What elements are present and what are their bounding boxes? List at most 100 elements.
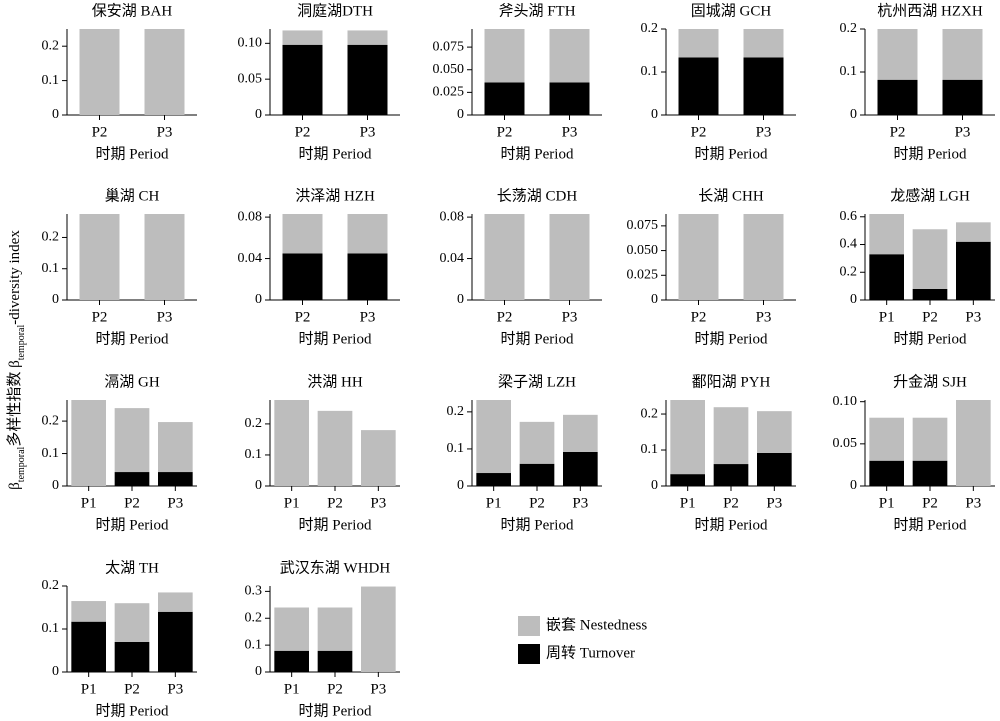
y-tick-label: 0.2 [42, 38, 60, 53]
y-tick-label: 0 [850, 478, 857, 493]
x-axis-label: 时期 Period [501, 330, 574, 347]
x-tick-label: P2 [327, 495, 343, 511]
y-tick-label: 0 [850, 107, 857, 122]
x-tick-label: P1 [81, 681, 97, 697]
x-tick-label: P2 [295, 124, 311, 140]
x-tick-label: P2 [922, 309, 938, 325]
bar-segment [317, 607, 353, 651]
x-tick-label: P3 [562, 124, 578, 140]
x-axis-label: 时期 Period [96, 702, 169, 719]
y-tick-label: 0.1 [42, 261, 60, 276]
y-tick-label: 0 [457, 107, 464, 122]
x-axis-label: 时期 Period [695, 330, 768, 347]
y-tick-label: 0.2 [245, 610, 263, 625]
bar-segment [361, 586, 396, 672]
bar-segment [114, 408, 150, 473]
bar-segment [158, 472, 193, 486]
bar-segment [549, 82, 590, 115]
bar-segment [869, 417, 904, 461]
y-tick-label: 0 [457, 292, 464, 307]
y-tick-label: 0.025 [627, 268, 659, 283]
x-tick-label: P3 [562, 309, 578, 325]
y-tick-label: 0.2 [245, 416, 263, 431]
y-tick-label: 0.2 [840, 21, 858, 36]
bar-segment [282, 44, 323, 116]
bar-segment [743, 214, 784, 300]
bar-segment [956, 400, 991, 486]
bar-segment [282, 253, 323, 300]
y-tick-label: 0.2 [641, 21, 659, 36]
panel-title: 长荡湖 CDH [497, 187, 578, 204]
bar-segment [476, 400, 511, 474]
x-tick-label: P3 [167, 681, 183, 697]
y-tick-label: 0.2 [447, 404, 465, 419]
bar-segment [71, 621, 106, 672]
y-tick-label: 0 [255, 292, 262, 307]
bar-segment [877, 79, 918, 115]
y-tick-label: 0.2 [42, 230, 60, 245]
y-tick-label: 0 [651, 292, 658, 307]
bar-segment [144, 29, 185, 115]
x-axis-label: 时期 Period [894, 516, 967, 533]
x-axis-label: 时期 Period [96, 145, 169, 162]
y-tick-label: 0 [52, 107, 59, 122]
y-label-part: β [7, 482, 23, 490]
bar-segment [678, 29, 719, 58]
x-tick-label: P3 [965, 495, 981, 511]
x-tick-label: P3 [360, 309, 376, 325]
bar-segment [869, 460, 904, 486]
x-axis-label: 时期 Period [299, 516, 372, 533]
x-tick-label: P1 [486, 495, 502, 511]
bar-segment [743, 29, 784, 58]
y-tick-label: 0 [52, 292, 59, 307]
bar-segment [670, 400, 705, 475]
bar-segment [912, 460, 948, 486]
panel-title: 固城湖 GCH [691, 2, 772, 19]
y-tick-label: 0.08 [440, 209, 465, 224]
x-tick-label: P1 [879, 309, 895, 325]
y-tick-label: 0.050 [433, 62, 465, 77]
y-tick-label: 0.10 [238, 36, 263, 51]
bar-segment [484, 214, 525, 300]
legend-label: 周转 Turnover [546, 644, 635, 661]
x-tick-label: P2 [723, 495, 739, 511]
x-tick-label: P3 [157, 124, 173, 140]
y-tick-label: 0.05 [238, 71, 263, 86]
x-tick-label: P2 [691, 309, 707, 325]
bar-segment [114, 641, 150, 672]
bar-segment [912, 229, 948, 289]
bar-segment [274, 650, 309, 672]
bar-segment [317, 650, 353, 672]
y-axis-label: βtemporal多样性指数 βtemporal-diversity index [6, 230, 26, 490]
y-tick-label: 0.05 [833, 436, 858, 451]
bar-segment [956, 241, 991, 300]
bar-segment [282, 30, 323, 45]
x-tick-label: P1 [81, 495, 97, 511]
bar-segment [519, 463, 555, 486]
y-label-part: temporal [16, 446, 27, 482]
x-tick-label: P2 [327, 681, 343, 697]
x-tick-label: P3 [370, 681, 386, 697]
bar-segment [347, 214, 388, 254]
y-tick-label: 0 [52, 664, 59, 679]
x-axis-label: 时期 Period [299, 702, 372, 719]
y-tick-label: 0.1 [245, 637, 263, 652]
x-axis-label: 时期 Period [299, 330, 372, 347]
y-tick-label: 0.1 [840, 64, 858, 79]
y-tick-label: 0 [651, 107, 658, 122]
bar-segment [114, 472, 150, 486]
bar-segment [361, 430, 396, 486]
x-tick-label: P2 [295, 309, 311, 325]
bar-segment [757, 452, 792, 486]
y-tick-label: 0.6 [840, 209, 858, 224]
x-tick-label: P2 [691, 124, 707, 140]
x-tick-label: P3 [756, 309, 772, 325]
bar-segment [347, 253, 388, 300]
x-axis-label: 时期 Period [96, 516, 169, 533]
panel-title: 洪湖 HH [307, 373, 363, 390]
x-tick-label: P3 [370, 495, 386, 511]
y-tick-label: 0.2 [42, 413, 60, 428]
y-tick-label: 0 [457, 478, 464, 493]
bar-segment [158, 592, 193, 612]
